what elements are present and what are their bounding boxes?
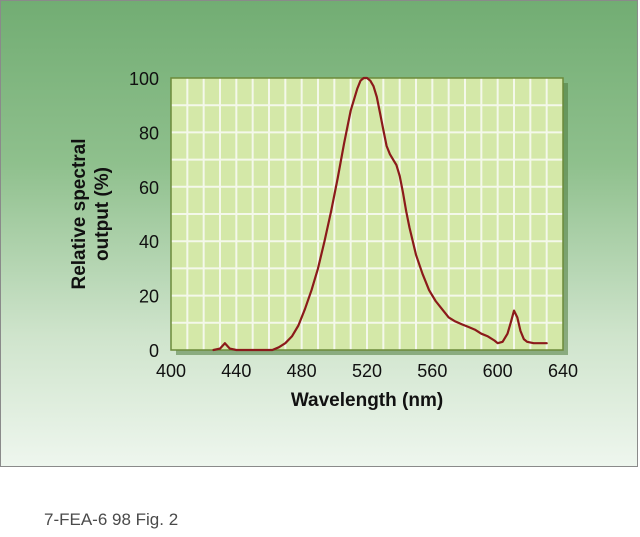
y-tick-label: 60 [139, 178, 159, 198]
y-tick-label: 40 [139, 232, 159, 252]
y-axis-title-line: output (%) [92, 167, 113, 261]
x-tick-label: 400 [156, 361, 186, 381]
x-tick-label: 520 [352, 361, 382, 381]
x-axis-title: Wavelength (nm) [291, 390, 443, 411]
y-tick-label: 100 [129, 69, 159, 89]
x-tick-label: 440 [221, 361, 251, 381]
grid [171, 78, 563, 350]
x-tick-labels: 400 440 480 520 560 600 640 [156, 361, 578, 381]
chart: 400 440 480 520 560 600 640 0 20 40 60 80 100 Wavel… [69, 69, 578, 411]
figure-caption: 7-FEA-6 98 Fig. 2 [44, 510, 179, 529]
figure-panel: 400 440 480 520 560 600 640 0 20 40 60 80 100 Wavel… [0, 0, 638, 467]
y-axis-title: Relative spectral output (%) [69, 138, 113, 289]
y-axis-title-line: Relative spectral [69, 138, 90, 289]
x-tick-label: 600 [483, 361, 513, 381]
y-tick-label: 0 [149, 341, 159, 361]
x-tick-label: 560 [417, 361, 447, 381]
series-layer [212, 76, 548, 352]
x-tick-label: 640 [548, 361, 578, 381]
x-tick-label: 480 [287, 361, 317, 381]
spectrum-line [212, 76, 548, 352]
y-tick-labels: 0 20 40 60 80 100 [129, 69, 159, 361]
y-tick-label: 20 [139, 287, 159, 307]
y-tick-label: 80 [139, 123, 159, 143]
